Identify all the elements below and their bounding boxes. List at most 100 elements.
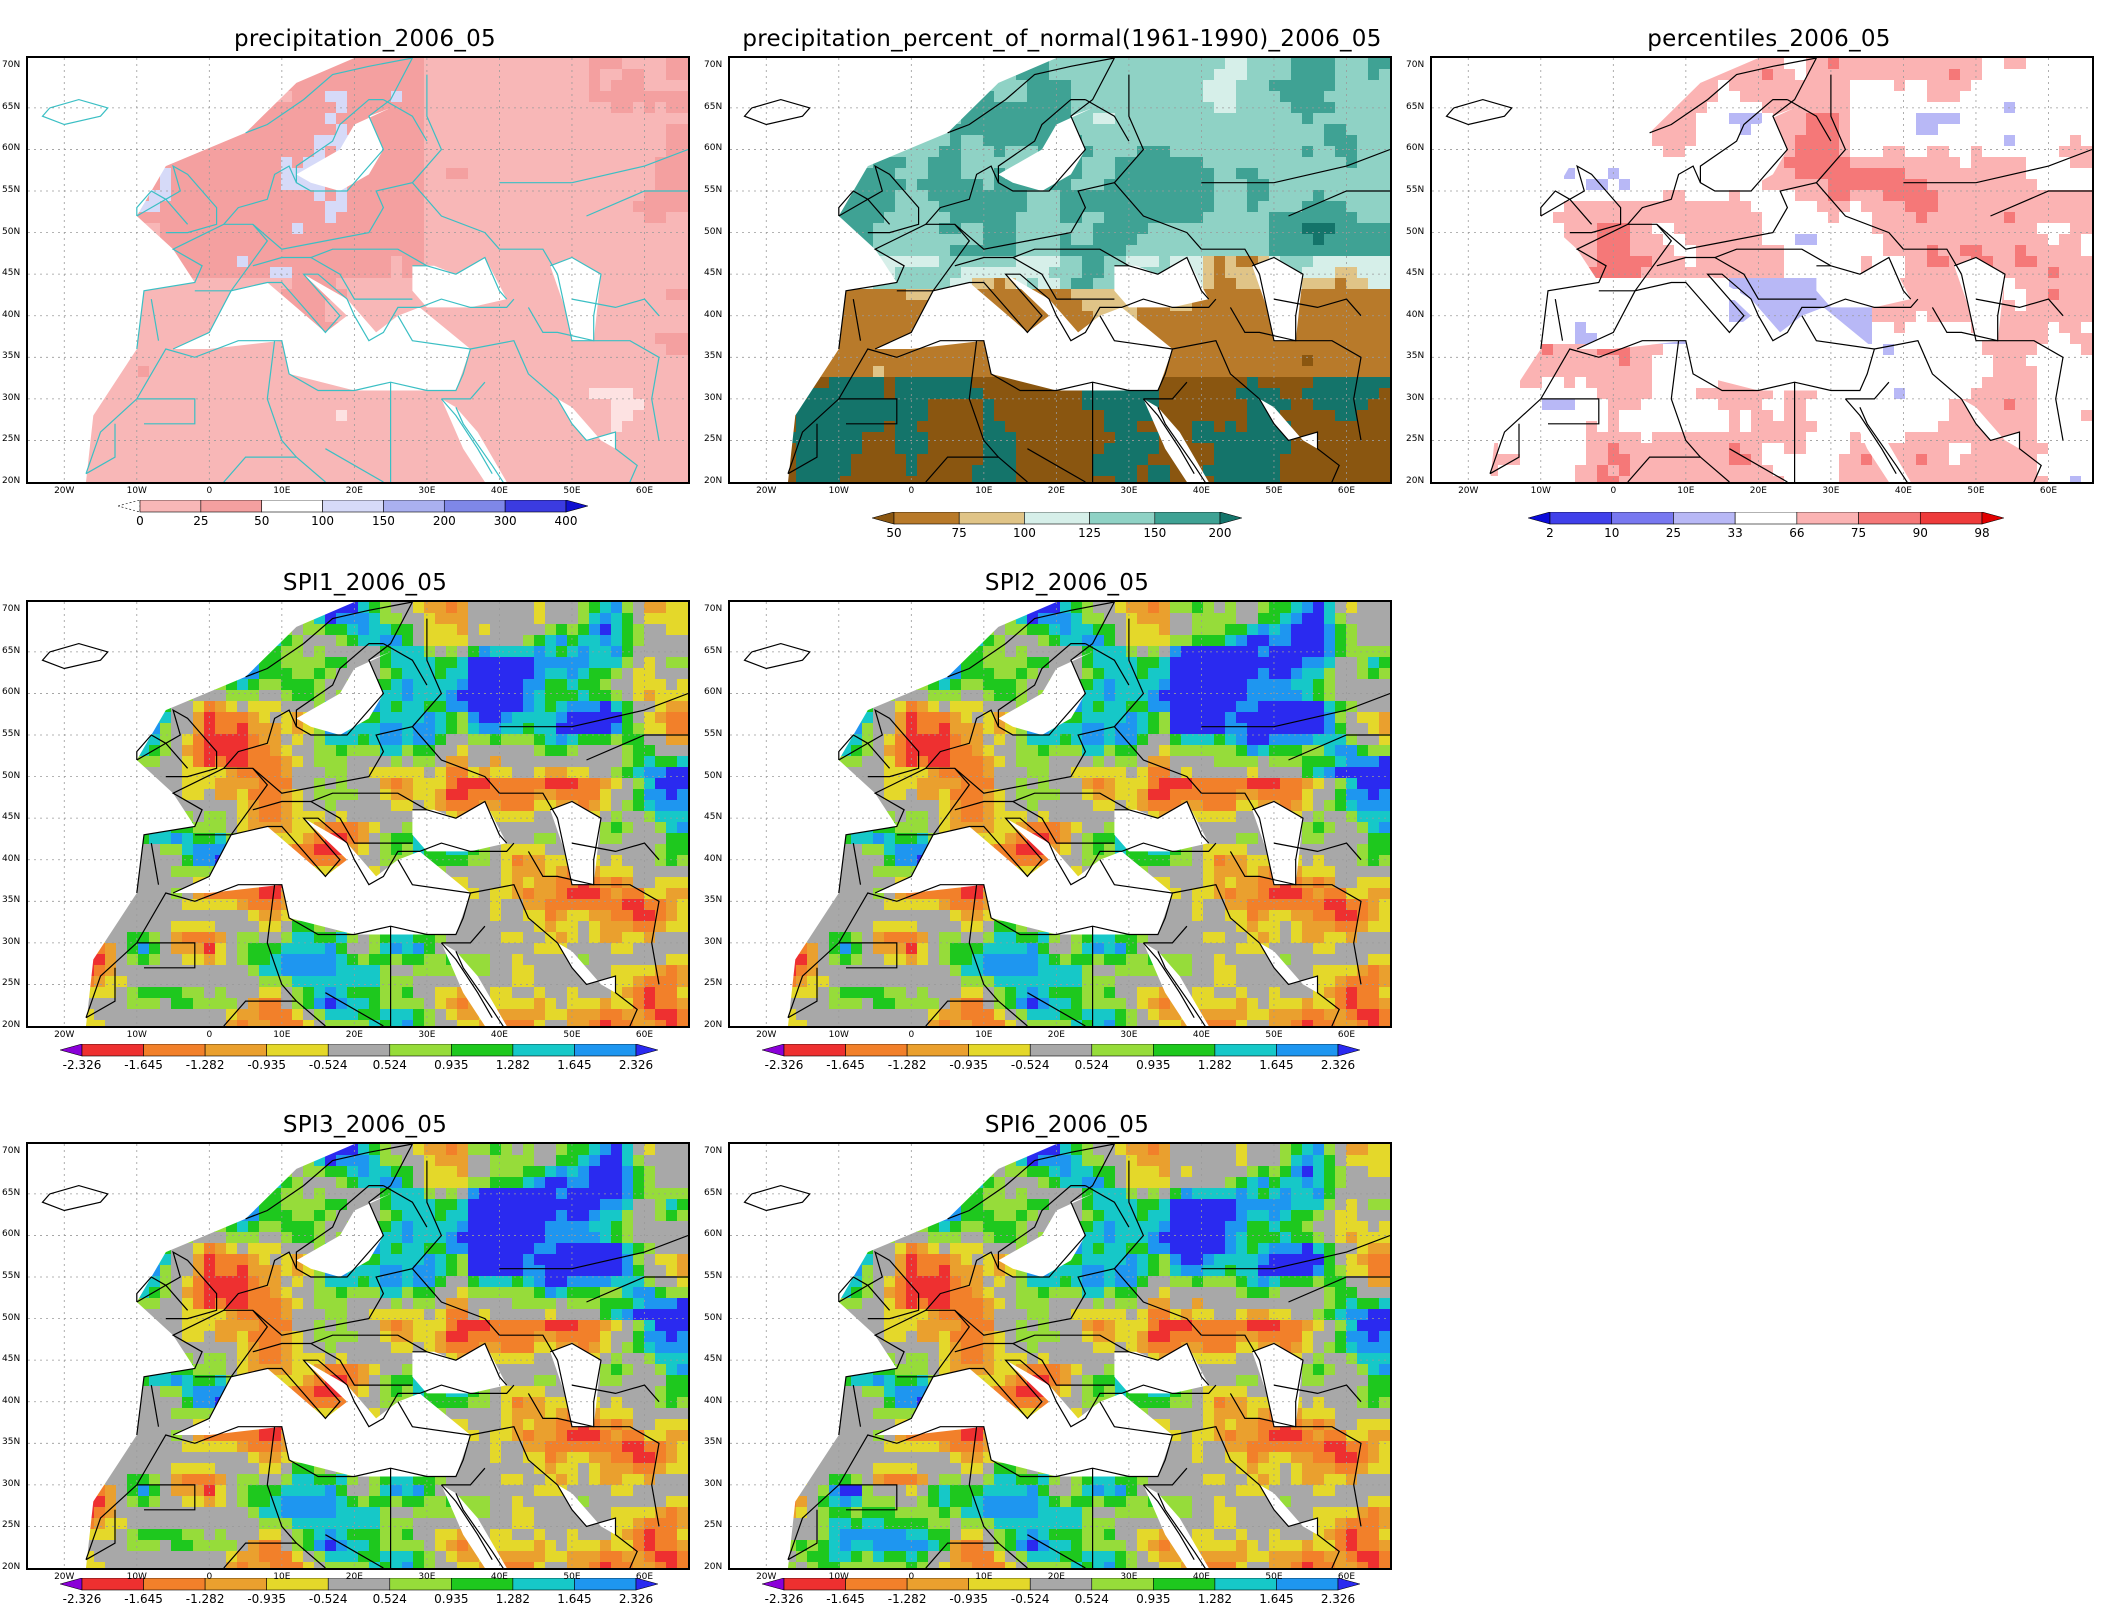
field-cell [939,157,951,169]
field-cell [457,179,469,191]
field-cell [972,234,984,246]
field-cell [259,168,271,180]
field-cell [435,410,447,422]
field-cell [644,410,656,422]
field-cell [1038,399,1050,411]
field-cell [380,476,392,482]
field-cell [523,454,535,466]
field-cell [1740,58,1752,70]
field-cell [1071,476,1083,482]
latitude-label: 30N [704,392,723,403]
field-cell [1916,69,1928,81]
field-cell [1159,80,1171,92]
field-cell [961,168,973,180]
field-cell [171,289,183,301]
field-cell [611,333,623,345]
field-cell [182,300,194,312]
field-cell [939,366,951,378]
field-cell [160,465,172,477]
field-cell [446,443,458,455]
field-cell [666,355,678,367]
field-cell [873,300,885,312]
field-cell [818,476,830,482]
field-cell [391,300,403,312]
field-cell [523,278,535,290]
field-cell [1203,190,1215,202]
field-cell [567,190,579,202]
field-cell [446,388,458,400]
field-cell [1027,410,1039,422]
field-cell [1269,58,1281,70]
field-cell [1313,300,1325,312]
field-cell [534,212,546,224]
field-cell [226,146,238,158]
field-cell [994,135,1006,147]
field-cell [457,58,469,70]
field-cell [666,443,678,455]
field-cell [1379,179,1390,191]
field-cell [1093,168,1105,180]
field-cell [1016,300,1028,312]
field-cell [906,267,918,279]
field-cell [193,234,205,246]
field-cell [600,234,612,246]
field-cell [578,355,590,367]
field-cell [1203,333,1215,345]
field-cell [1214,80,1226,92]
field-cell [226,454,238,466]
field-cell [1192,91,1204,103]
field-cell [556,443,568,455]
field-cell [446,223,458,235]
field-cell [611,355,623,367]
field-cell [644,223,656,235]
field-cell [983,157,995,169]
field-cell [1071,300,1083,312]
field-cell [1335,157,1347,169]
field-cell [1027,311,1039,323]
field-cell [1828,58,1840,70]
field-cell [303,256,315,268]
field-cell [2070,69,2082,81]
field-cell [490,432,502,444]
field-cell [369,399,381,411]
field-cell [972,388,984,400]
field-cell [1280,377,1292,389]
field-cell [556,322,568,334]
field-cell [303,443,315,455]
field-cell [1324,168,1336,180]
field-cell [1126,223,1138,235]
field-cell [490,322,502,334]
field-cell [204,223,216,235]
field-cell [939,179,951,191]
colorbar-segment [1024,512,1090,525]
field-cell [622,135,634,147]
field-cell [677,190,688,202]
colorbar-segment [1089,512,1156,525]
field-cell [1104,168,1116,180]
field-cell [906,366,918,378]
field-cell [1236,58,1248,70]
field-cell [906,410,918,422]
field-cell [325,223,337,235]
field-cell [851,476,863,482]
field-cell [1291,179,1303,191]
latitude-label: 45N [2,268,21,279]
field-cell [1247,190,1259,202]
field-cell [1104,245,1116,257]
coast-border-line [1113,74,1145,184]
field-cell [677,135,688,147]
field-cell [149,366,161,378]
field-cell [1379,289,1390,301]
field-cell [1379,91,1390,103]
colorbar-precipitation: 0 25 50 100 150 200 300 400 [118,500,588,540]
field-cell [1016,289,1028,301]
field-cell [314,256,326,268]
field-cell [589,245,601,257]
field-cell [1324,102,1336,114]
field-cell [1269,91,1281,103]
field-cell [666,179,678,191]
field-cell [851,355,863,367]
field-cell [972,212,984,224]
field-cell [171,179,183,191]
field-cell [1357,201,1369,213]
